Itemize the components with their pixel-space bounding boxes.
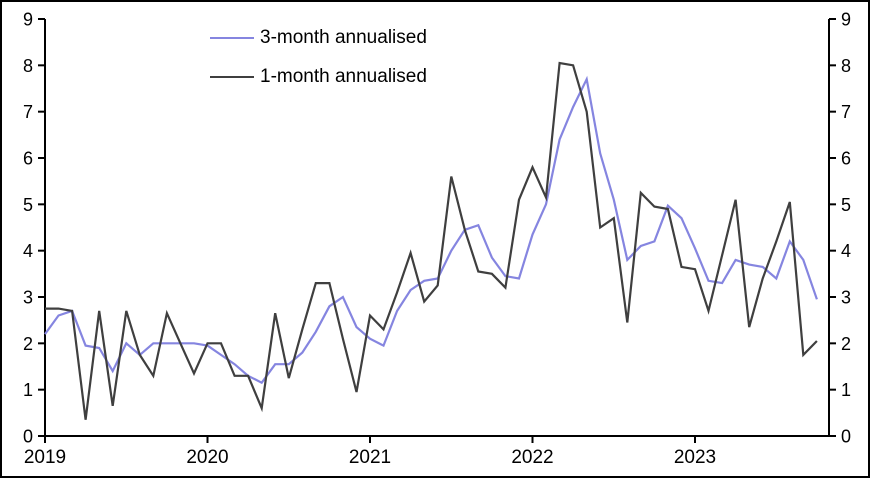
x-tick-label: 2019 <box>24 447 66 468</box>
y-tick-label-left: 6 <box>23 149 33 169</box>
legend-label-3-month: 3-month annualised <box>260 26 427 48</box>
legend-label-1-month: 1-month annualised <box>260 65 427 87</box>
y-tick-label-right: 5 <box>841 195 851 215</box>
y-tick-label-right: 7 <box>841 102 851 122</box>
legend-item-3-month: 3-month annualised <box>210 18 427 57</box>
y-tick-label-right: 8 <box>841 56 851 76</box>
line-1-month-annualised <box>45 61 818 420</box>
y-tick-label-right: 2 <box>841 334 851 354</box>
y-tick-label-left: 9 <box>23 10 33 30</box>
y-tick-label-left: 8 <box>23 56 33 76</box>
x-tick-label: 2023 <box>674 447 716 468</box>
x-tick-label: 2022 <box>511 447 553 468</box>
y-tick-label-left: 5 <box>23 195 33 215</box>
legend-swatch-1-month <box>210 75 254 78</box>
y-tick-label-right: 1 <box>841 380 851 400</box>
y-tick-label-left: 7 <box>23 102 33 122</box>
y-tick-label-right: 6 <box>841 149 851 169</box>
y-tick-label-left: 3 <box>23 288 33 308</box>
y-tick-label-left: 4 <box>23 241 33 261</box>
legend-item-1-month: 1-month annualised <box>210 57 427 96</box>
x-tick-label: 2021 <box>349 447 391 468</box>
legend-swatch-3-month <box>210 36 254 39</box>
y-tick-label-left: 0 <box>23 427 33 447</box>
y-tick-label-right: 3 <box>841 288 851 308</box>
y-tick-label-left: 1 <box>23 380 33 400</box>
line-3-month-annualised <box>44 75 818 385</box>
y-tick-label-right: 4 <box>841 241 851 261</box>
x-tick-label: 2020 <box>186 447 228 468</box>
y-tick-label-right: 0 <box>841 427 851 447</box>
y-tick-label-right: 9 <box>841 10 851 30</box>
y-tick-label-left: 2 <box>23 334 33 354</box>
chart-legend: 3-month annualised 1-month annualised <box>210 18 427 96</box>
